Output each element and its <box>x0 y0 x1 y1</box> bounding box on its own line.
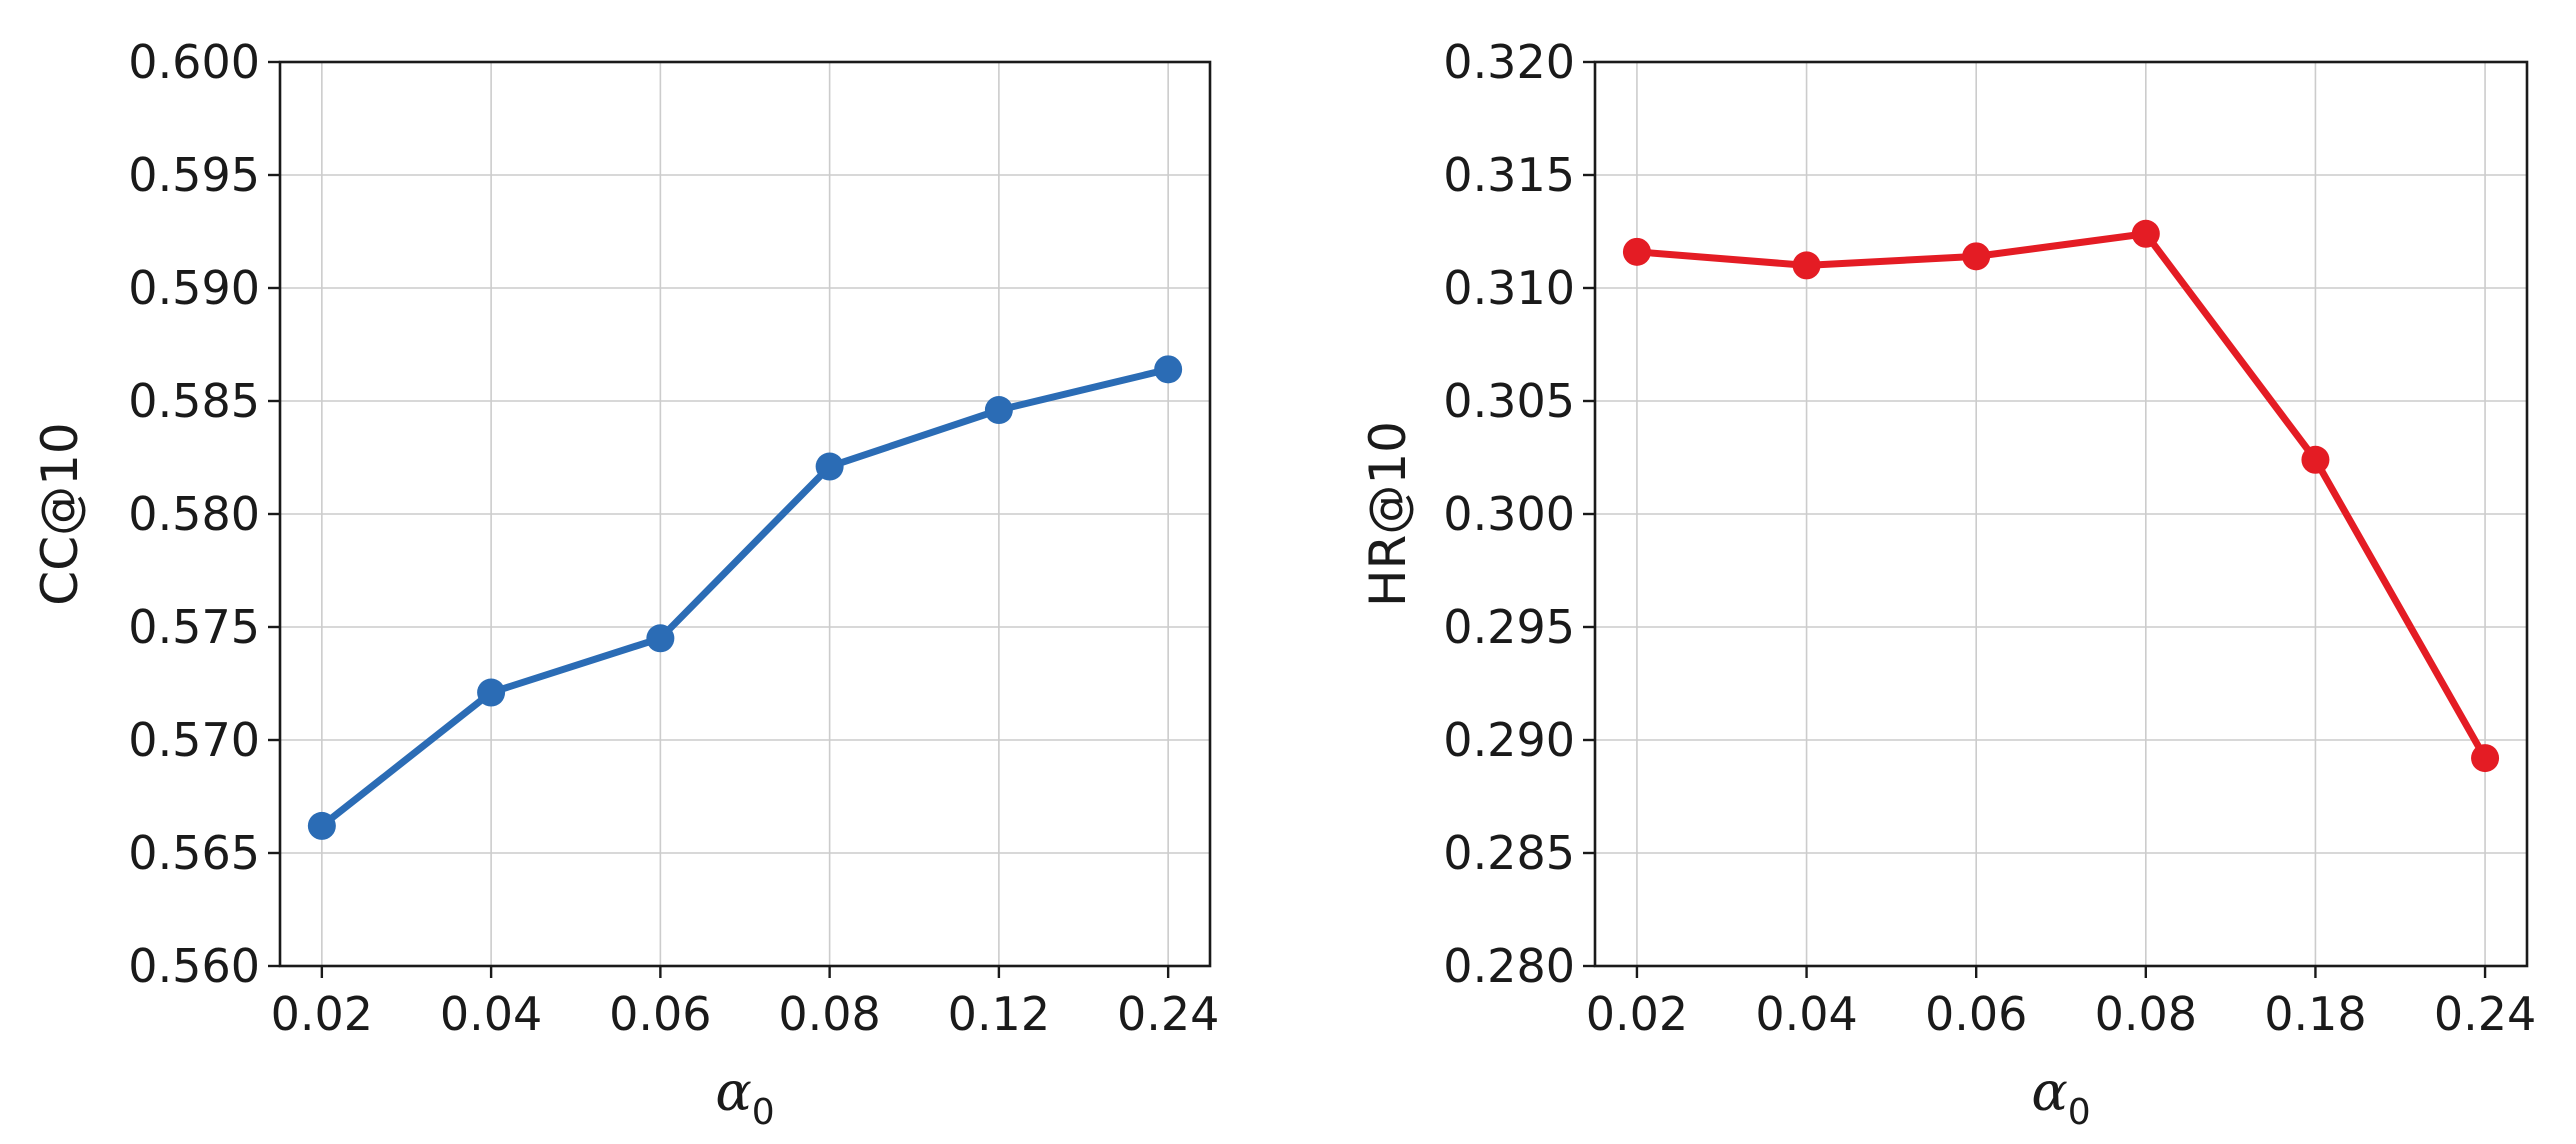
x-axis-label-subscript: 0 <box>2068 1092 2091 1133</box>
data-point-5 <box>1154 355 1183 384</box>
y-tick-label-8: 0.320 <box>1443 35 1575 89</box>
x-tick-label-0: 0.02 <box>1586 987 1688 1041</box>
data-point-1 <box>477 678 506 707</box>
data-point-5 <box>2471 744 2500 773</box>
data-point-3 <box>815 452 844 481</box>
data-point-2 <box>1962 242 1991 271</box>
x-tick-label-4: 0.18 <box>2264 987 2366 1041</box>
y-tick-label-4: 0.300 <box>1443 487 1575 541</box>
y-tick-label-7: 0.595 <box>128 148 260 202</box>
y-tick-label-2: 0.290 <box>1443 713 1575 767</box>
x-tick-label-1: 0.04 <box>440 987 542 1041</box>
chart-panel-cc10: 0.560 0.565 0.570 0.575 0.580 0.585 0.590 0.595… <box>31 35 1219 1133</box>
x-axis-label: α0 <box>715 1060 774 1133</box>
y-tick-label-0: 0.560 <box>128 939 260 993</box>
data-point-2 <box>646 624 675 653</box>
y-tick-label-6: 0.590 <box>128 261 260 315</box>
data-point-1 <box>1792 251 1821 280</box>
y-tick-label-1: 0.285 <box>1443 826 1575 880</box>
data-point-4 <box>984 396 1013 425</box>
x-tick-label-5: 0.24 <box>1117 987 1219 1041</box>
x-tick-label-5: 0.24 <box>2434 987 2536 1041</box>
plot-frame <box>278 60 1212 968</box>
y-tick-label-3: 0.575 <box>128 600 260 654</box>
y-tick-label-0: 0.280 <box>1443 939 1575 993</box>
y-tick-label-2: 0.570 <box>128 713 260 767</box>
data-point-0 <box>1622 237 1651 266</box>
plot-frame <box>1593 60 2529 968</box>
x-axis-label-symbol: α <box>2031 1060 2067 1123</box>
y-axis-label: CC@10 <box>31 422 89 605</box>
chart-panel-hr10: 0.280 0.285 0.290 0.295 0.300 0.305 0.310 0.315… <box>1359 35 2536 1133</box>
data-point-3 <box>2131 219 2160 248</box>
series-line-0 <box>1633 230 2489 762</box>
x-tick-label-3: 0.08 <box>778 987 880 1041</box>
y-tick-label-5: 0.585 <box>128 374 260 428</box>
x-tick-label-4: 0.12 <box>948 987 1050 1041</box>
x-axis-label: α0 <box>2031 1060 2090 1133</box>
x-axis-label-subscript: 0 <box>752 1092 775 1133</box>
y-tick-label-8: 0.600 <box>128 35 260 89</box>
y-axis-label: HR@10 <box>1359 421 1417 607</box>
x-tick-label-0: 0.02 <box>271 987 373 1041</box>
y-tick-label-3: 0.295 <box>1443 600 1575 654</box>
x-tick-label-3: 0.08 <box>2095 987 2197 1041</box>
y-tick-label-6: 0.310 <box>1443 261 1575 315</box>
data-point-4 <box>2301 445 2330 474</box>
x-tick-label-2: 0.06 <box>609 987 711 1041</box>
x-tick-label-1: 0.04 <box>1755 987 1857 1041</box>
series-line-0 <box>318 365 1172 830</box>
y-tick-label-7: 0.315 <box>1443 148 1575 202</box>
x-axis-label-symbol: α <box>715 1060 751 1123</box>
y-tick-label-1: 0.565 <box>128 826 260 880</box>
y-tick-label-5: 0.305 <box>1443 374 1575 428</box>
data-point-0 <box>307 811 336 840</box>
x-tick-label-2: 0.06 <box>1925 987 2027 1041</box>
y-tick-label-4: 0.580 <box>128 487 260 541</box>
